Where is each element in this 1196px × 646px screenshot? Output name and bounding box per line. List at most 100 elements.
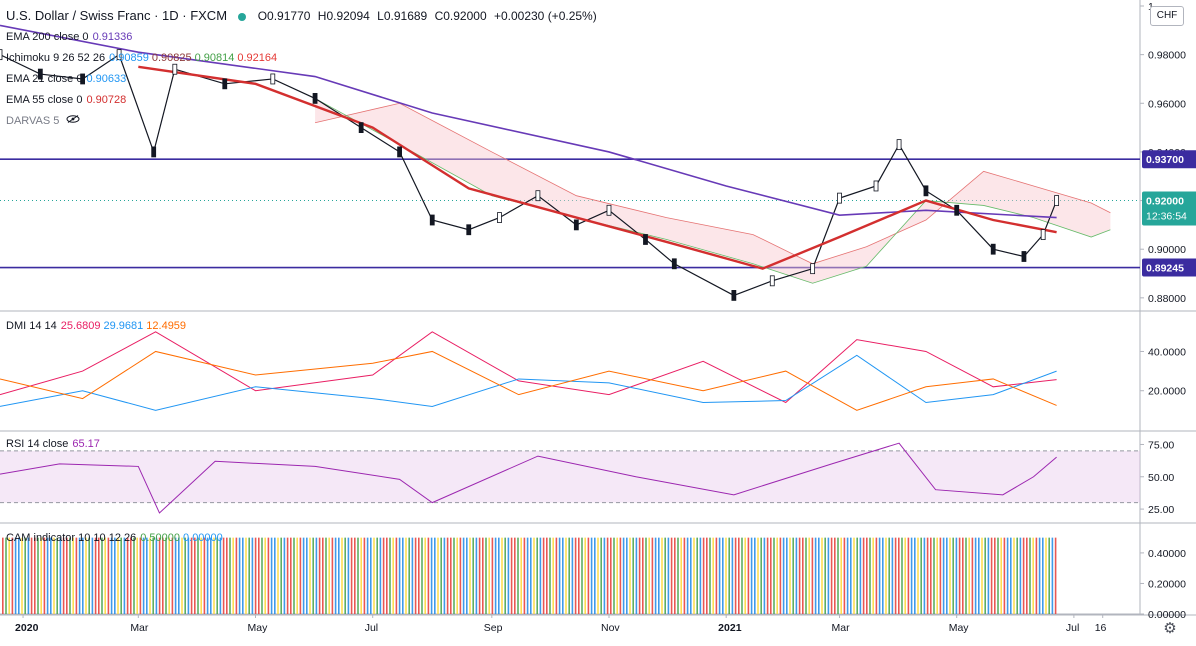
cam-bar bbox=[779, 537, 782, 614]
cam-bar bbox=[974, 537, 977, 614]
cam-bar bbox=[958, 537, 961, 614]
current-price-label: 0.92000 bbox=[1146, 196, 1184, 208]
cam-bar bbox=[347, 537, 350, 614]
cam-bar bbox=[158, 537, 161, 614]
ema55-series-line bbox=[138, 65, 1057, 270]
cam-bar bbox=[261, 537, 263, 614]
dmi-adx-line bbox=[0, 350, 1057, 411]
cam-bar bbox=[203, 537, 206, 614]
cam-bar bbox=[434, 537, 436, 614]
price-candle bbox=[810, 263, 816, 275]
legend-ema55[interactable]: EMA 55 close 0 0.90728 bbox=[6, 94, 127, 106]
price-candle bbox=[896, 139, 902, 151]
cam-bar bbox=[654, 537, 657, 614]
price-candle bbox=[923, 185, 929, 197]
gear-icon[interactable]: ⚙ bbox=[1163, 620, 1177, 637]
cam-bar bbox=[219, 537, 222, 614]
cam-bar bbox=[1003, 537, 1006, 614]
cam-bar bbox=[574, 537, 577, 614]
cam-bar bbox=[59, 537, 62, 614]
price-candle bbox=[535, 190, 541, 202]
legend-rsi[interactable]: RSI 14 close 65.17 bbox=[6, 438, 100, 450]
cam-bar bbox=[968, 537, 970, 614]
cam-bar bbox=[523, 537, 526, 614]
legend-cam[interactable]: CAM indicator 10 10 12 26 0.50000 0.00000 bbox=[6, 532, 223, 544]
cam-bar bbox=[395, 537, 398, 614]
cam-bar bbox=[939, 537, 942, 614]
symbol-title[interactable]: U.S. Dollar / Swiss Franc · 1D · FXCM bbox=[6, 8, 228, 23]
cam-bar bbox=[715, 537, 718, 614]
legend-ichimoku[interactable]: Ichimoku 9 26 52 26 0.90859 0.90825 0.90814… bbox=[6, 52, 278, 64]
cam-bar bbox=[901, 537, 903, 614]
cam-bar bbox=[181, 537, 183, 614]
cam-bar bbox=[418, 537, 420, 614]
time-tick-label: Nov bbox=[601, 622, 620, 634]
cam-bar bbox=[88, 537, 90, 614]
cam-bar bbox=[251, 537, 254, 614]
cam-bar bbox=[1054, 537, 1057, 614]
cam-bar bbox=[264, 537, 266, 614]
cam-bar bbox=[162, 537, 164, 614]
price-candle bbox=[1040, 229, 1046, 241]
cam-bar bbox=[472, 537, 474, 614]
cam-bar bbox=[75, 537, 78, 614]
eye-crossed-icon[interactable] bbox=[66, 115, 80, 123]
price-candle bbox=[466, 224, 472, 236]
cam-bar bbox=[488, 537, 490, 614]
cam-bar bbox=[773, 537, 775, 614]
high-value: H0.92094 bbox=[317, 9, 370, 23]
cam-bar bbox=[754, 537, 756, 614]
price-candle bbox=[731, 290, 737, 301]
cam-bar bbox=[786, 537, 788, 614]
cam-bar bbox=[168, 537, 170, 614]
cam-bar bbox=[667, 537, 670, 614]
cam-bar bbox=[642, 537, 644, 614]
rsi-tick-label: 25.00 bbox=[1148, 504, 1174, 516]
cam-bar bbox=[363, 537, 366, 614]
price-candle bbox=[116, 49, 122, 61]
price-candle bbox=[397, 146, 402, 158]
cam-bar bbox=[514, 537, 516, 614]
cam-bar bbox=[72, 537, 74, 614]
cam-bar bbox=[862, 537, 865, 614]
cam-bar bbox=[552, 537, 554, 614]
cam-bar bbox=[1045, 537, 1047, 614]
price-candle bbox=[429, 214, 435, 226]
cam-bar bbox=[338, 537, 340, 614]
cam-bar bbox=[610, 537, 612, 614]
cam-bar bbox=[24, 537, 26, 614]
cam-bar bbox=[510, 537, 513, 614]
cam-bar bbox=[866, 537, 868, 614]
cam-bar bbox=[744, 537, 746, 614]
cam-bar bbox=[302, 537, 305, 614]
cam-bar bbox=[965, 537, 967, 614]
cam-bar bbox=[8, 537, 10, 614]
cam-bar bbox=[46, 537, 49, 614]
cam-bar bbox=[1029, 537, 1031, 614]
cam-bar bbox=[920, 537, 922, 614]
cam-bar bbox=[424, 537, 426, 614]
currency-button[interactable]: CHF bbox=[1150, 6, 1184, 26]
cam-bar bbox=[741, 537, 743, 614]
legend-darvas[interactable]: DARVAS 5 bbox=[6, 115, 60, 127]
dmi-tick-label: 40.0000 bbox=[1148, 346, 1186, 358]
cam-bar bbox=[690, 537, 692, 614]
cam-bar bbox=[270, 537, 273, 614]
legend-ema200[interactable]: EMA 200 close 0 0.91336 bbox=[6, 31, 133, 43]
cam-bar bbox=[677, 537, 679, 614]
cam-bar bbox=[184, 537, 186, 614]
cam-bar bbox=[526, 537, 529, 614]
cam-bar bbox=[926, 537, 929, 614]
cam-bar bbox=[962, 537, 964, 614]
cam-bar bbox=[5, 537, 7, 614]
cam-bar bbox=[584, 537, 586, 614]
legend-ema21[interactable]: EMA 21 close 0 0.90633 bbox=[6, 73, 127, 85]
cam-bar bbox=[626, 537, 628, 614]
cam-bar bbox=[763, 537, 766, 614]
rsi-line bbox=[0, 442, 1057, 514]
legend-dmi[interactable]: DMI 14 14 25.6809 29.9681 12.4959 bbox=[6, 320, 187, 332]
cam-bar bbox=[344, 537, 346, 614]
cam-bar bbox=[85, 537, 87, 614]
cam-bar bbox=[875, 537, 878, 614]
